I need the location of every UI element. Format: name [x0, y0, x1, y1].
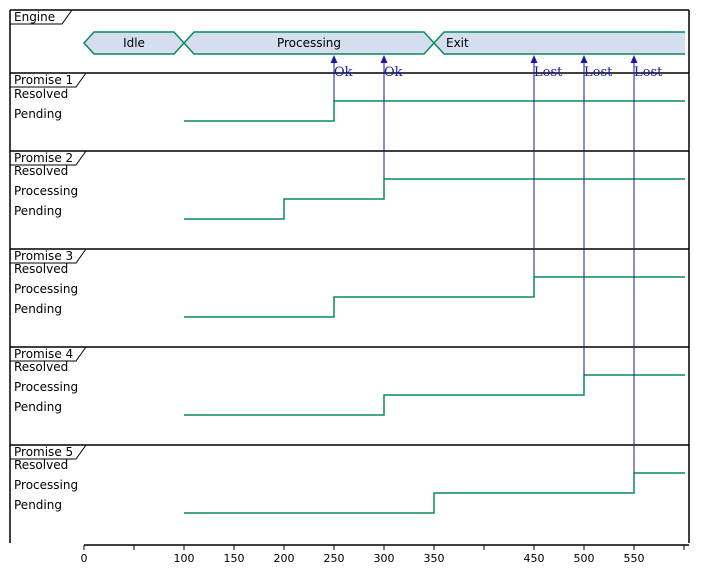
title-tab-outline — [10, 9, 73, 25]
title-tab-outline — [10, 248, 87, 264]
level-label-processing: Processing — [14, 380, 78, 394]
message-arrow-head — [630, 55, 638, 63]
promise-title: Promise 5 — [14, 445, 73, 459]
time-axis: 0 100 150 200 250 300 350 450 500 550 — [81, 544, 689, 565]
message-label-lost: Lost — [634, 65, 663, 80]
engine-state-fill — [184, 32, 434, 54]
message-label-ok: Ok — [384, 65, 403, 80]
level-label-pending: Pending — [14, 204, 62, 218]
engine-state-label-idle: Idle — [123, 36, 145, 50]
title-tab-outline — [10, 150, 87, 166]
promise-title: Promise 3 — [14, 249, 73, 263]
message-label-lost: Lost — [534, 65, 563, 80]
level-label-resolved: Resolved — [14, 87, 68, 101]
axis-tick-label: 200 — [274, 552, 295, 565]
engine-title: Engine — [14, 10, 55, 24]
message-arrow-head — [530, 55, 538, 63]
axis-tick-label: 250 — [324, 552, 345, 565]
engine-state-fill — [84, 32, 184, 54]
promise-waveform — [184, 276, 685, 318]
level-label-processing: Processing — [14, 282, 78, 296]
axis-tick-label: 350 — [424, 552, 445, 565]
level-label-pending: Pending — [14, 107, 62, 121]
level-label-resolved: Resolved — [14, 360, 68, 374]
engine-state-fill — [434, 32, 685, 54]
promise-waveform — [184, 178, 685, 220]
axis-tick-label: 300 — [374, 552, 395, 565]
message-arrow-head — [580, 55, 588, 63]
axis-tick-label: 0 — [81, 552, 88, 565]
message-arrows: Ok Ok Lost Lost Lost — [330, 55, 663, 473]
message-arrow-head — [380, 55, 388, 63]
message-arrow-head — [330, 55, 338, 63]
promise-waveform — [184, 472, 685, 514]
message-label-ok: Ok — [334, 65, 353, 80]
diagram-frame — [9, 9, 690, 543]
engine-state-label-exit: Exit — [446, 36, 469, 50]
title-tab-outline — [10, 72, 87, 88]
promise-waveform — [184, 100, 685, 122]
level-label-pending: Pending — [14, 302, 62, 316]
level-label-processing: Processing — [14, 184, 78, 198]
title-tab-outline — [10, 346, 87, 362]
promise-title: Promise 1 — [14, 73, 73, 87]
level-label-resolved: Resolved — [14, 164, 68, 178]
axis-tick-label: 450 — [524, 552, 545, 565]
message-label-lost: Lost — [584, 65, 613, 80]
axis-tick-label: 150 — [224, 552, 245, 565]
level-label-processing: Processing — [14, 478, 78, 492]
promise-title: Promise 4 — [14, 347, 73, 361]
level-label-pending: Pending — [14, 498, 62, 512]
axis-tick-label: 500 — [574, 552, 595, 565]
engine-lane: Engine Idle Processing Exit — [10, 9, 685, 55]
axis-tick-label: 100 — [174, 552, 195, 565]
promise-title: Promise 2 — [14, 151, 73, 165]
axis-tick-label: 550 — [624, 552, 645, 565]
title-tab-outline — [10, 444, 87, 460]
level-label-resolved: Resolved — [14, 262, 68, 276]
level-label-pending: Pending — [14, 400, 62, 414]
level-label-resolved: Resolved — [14, 458, 68, 472]
engine-state-outline — [432, 31, 685, 55]
engine-state-label-processing: Processing — [277, 36, 341, 50]
promise-waveform — [184, 374, 685, 416]
